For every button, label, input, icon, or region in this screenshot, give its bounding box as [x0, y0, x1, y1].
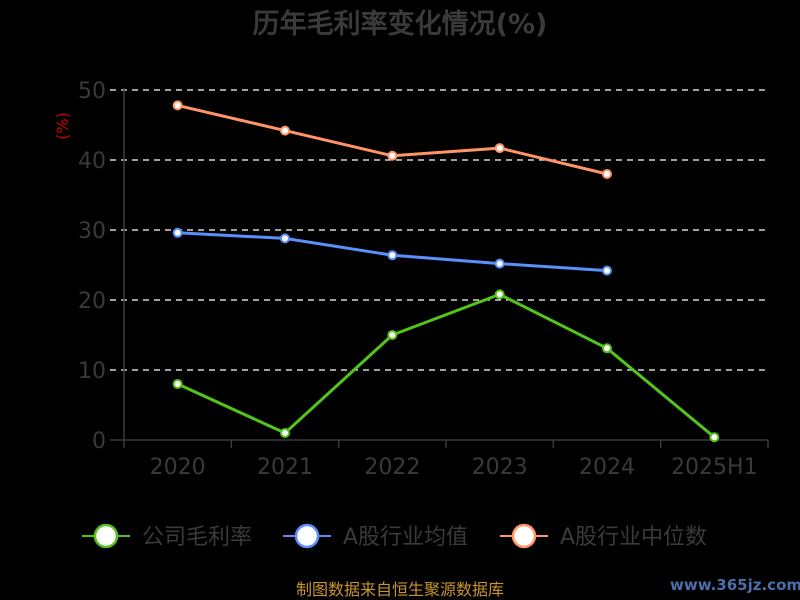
legend-label: 公司毛利率: [142, 525, 252, 550]
data-point: [387, 250, 398, 261]
data-point: [387, 330, 398, 340]
gridlines: [110, 89, 768, 371]
series-1: [172, 289, 720, 443]
legend-swatch-marker: [294, 523, 320, 549]
data-point: [280, 125, 290, 136]
data-point: [494, 258, 505, 269]
data-point: [602, 169, 612, 179]
series-3: [172, 100, 612, 179]
series-2: [172, 227, 612, 276]
y-axis-unit-label: (%): [53, 112, 72, 140]
y-tick-label: 20: [78, 289, 106, 314]
y-tick-label: 40: [78, 149, 106, 174]
legend-label: A股行业均值: [343, 525, 468, 550]
legend-swatch-marker: [511, 523, 537, 549]
legend[interactable]: 公司毛利率 A股行业均值 A股行业中位数: [82, 523, 707, 550]
y-tick-label: 30: [78, 219, 106, 244]
source-note: 制图数据来自恒生聚源数据库: [296, 580, 504, 599]
data-point: [494, 289, 505, 300]
series-line: [177, 103, 608, 176]
legend-item[interactable]: 公司毛利率: [82, 523, 252, 550]
watermark: www.365jz.com: [670, 576, 800, 594]
data-point: [280, 428, 290, 438]
x-tick-label: 2025H1: [671, 455, 758, 480]
data-point: [172, 227, 183, 238]
data-point: [709, 432, 720, 443]
legend-label: A股行业中位数: [560, 525, 707, 550]
y-tick-label: 10: [78, 359, 106, 384]
x-tick-label: 2022: [364, 455, 420, 480]
y-tick-labels: 0 10 20 30 40 50: [78, 79, 106, 454]
y-tick-label: 0: [92, 429, 106, 454]
data-point: [172, 379, 183, 389]
data-point: [280, 233, 290, 244]
legend-item[interactable]: A股行业中位数: [500, 523, 707, 550]
series-lines: [172, 100, 720, 443]
data-point: [602, 343, 612, 354]
data-point: [172, 100, 183, 111]
x-tick-label: 2024: [579, 455, 635, 480]
x-tick-label: 2021: [257, 455, 313, 480]
x-tick-label: 2020: [150, 455, 206, 480]
x-tick-labels: 2020 2021 2022 2023 2024 2025H1: [150, 455, 758, 480]
data-point: [387, 150, 398, 161]
y-tick-label: 50: [78, 79, 106, 104]
x-tick-label: 2023: [472, 455, 528, 480]
series-line: [177, 292, 716, 439]
legend-swatch-marker: [93, 523, 119, 549]
data-point: [494, 143, 505, 154]
chart-title: 历年毛利率变化情况(%): [253, 8, 548, 40]
axes: [110, 88, 769, 448]
data-point: [602, 265, 612, 276]
legend-item[interactable]: A股行业均值: [283, 523, 468, 550]
